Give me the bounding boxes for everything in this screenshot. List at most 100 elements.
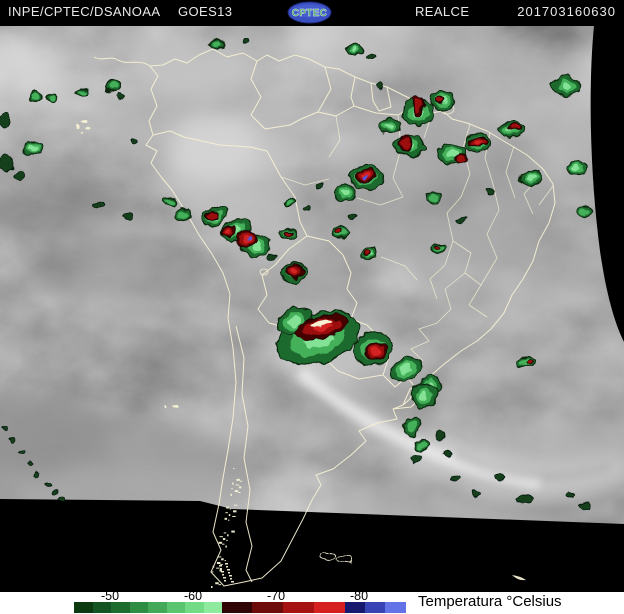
storm-cell (76, 124, 80, 128)
agency-label: INPE/CPTEC/DSA (8, 4, 122, 19)
storm-cell (79, 131, 83, 133)
fjord-speck-layer (211, 468, 243, 588)
scale-tick-label: -80 (349, 589, 369, 603)
storm-cell (93, 201, 105, 209)
scale-color-segment (283, 602, 314, 613)
state-borders (280, 112, 554, 362)
storm-cell (519, 170, 543, 186)
storm-cell (347, 212, 357, 220)
product-label: REALCE (415, 4, 470, 19)
scale-color-segment (111, 602, 130, 613)
storm-cell (14, 171, 26, 181)
storm-cell (242, 37, 252, 45)
storm-cells-layer (0, 37, 594, 511)
storm-cell (434, 244, 440, 250)
storm-cell (283, 197, 297, 207)
scale-color-segment (204, 602, 222, 613)
storm-cell (26, 461, 34, 467)
storm-cell (515, 494, 533, 504)
lake-titicaca (259, 268, 269, 276)
storm-cell (565, 492, 575, 500)
storm-cell (334, 228, 342, 234)
storm-cell (303, 204, 313, 212)
scale-color-segment (74, 602, 93, 613)
storm-cell (435, 96, 445, 104)
scale-color-segment (148, 602, 167, 613)
storm-cell (578, 501, 592, 511)
storm-cell (82, 120, 86, 124)
storm-cell (284, 264, 304, 280)
storm-cell (448, 474, 462, 482)
storm-cell (552, 75, 580, 97)
storm-cell (75, 88, 89, 98)
storm-cell (389, 356, 423, 382)
storm-cell (205, 211, 219, 221)
scale-color-segment (385, 602, 406, 613)
storm-cell (315, 182, 325, 190)
storm-cell (128, 138, 138, 146)
scale-color-segment (185, 602, 204, 613)
noaa-label: NOAA (122, 4, 161, 19)
storm-cell (164, 197, 178, 207)
header-bar: INPE/CPTEC/DSA NOAA GOES13 CPTEC REALCE … (0, 0, 624, 26)
south-georgia-island (512, 575, 526, 581)
scale-tick-label: -70 (266, 589, 286, 603)
satellite-label: GOES13 (178, 4, 233, 19)
scale-title: Temperatura °Celsius (418, 593, 562, 610)
storm-cell (362, 250, 370, 256)
storm-cell (283, 230, 293, 238)
storm-cell (34, 472, 42, 478)
color-scale-bar (74, 602, 406, 613)
storm-cell (471, 490, 481, 498)
storm-cell (379, 117, 401, 135)
storm-cell (0, 113, 11, 129)
storm-cell (58, 496, 66, 502)
storm-cell (456, 215, 468, 223)
storm-cell (424, 191, 442, 205)
coastline (145, 48, 556, 587)
temperature-scale: -50 -60 -70 -80 Temperatura °Celsius (0, 589, 624, 614)
storm-cell (410, 454, 422, 464)
storm-cell (245, 236, 251, 240)
storm-cell (403, 416, 421, 438)
storm-cell (174, 405, 178, 409)
storm-cell (0, 425, 8, 431)
storm-cell (45, 93, 59, 103)
storm-cell (163, 404, 167, 408)
storm-cell (454, 153, 468, 163)
storm-cell (122, 212, 134, 220)
storm-cell (365, 52, 375, 60)
storm-cell (104, 79, 122, 93)
scale-tick-label: -50 (100, 589, 120, 603)
storm-cell (221, 225, 237, 237)
cptec-logo-icon: CPTEC (287, 1, 332, 24)
storm-cell (375, 82, 385, 90)
storm-cell (576, 204, 594, 218)
storm-cell (363, 342, 389, 360)
storm-cell (8, 437, 16, 443)
storm-cell (434, 430, 446, 440)
storm-cell (17, 449, 25, 455)
storm-cell (116, 93, 126, 101)
storm-cell (43, 482, 51, 488)
scale-color-segment (130, 602, 148, 613)
storm-cell (566, 161, 586, 175)
scale-color-segment (365, 602, 385, 613)
border-layer (93, 48, 556, 587)
scale-color-segment (222, 602, 252, 613)
storm-cell (356, 168, 376, 184)
storm-cell (413, 438, 429, 452)
falkland-islands (320, 551, 353, 564)
storm-cell (362, 176, 368, 180)
scan-void-layer (0, 26, 624, 592)
storm-cell (334, 183, 356, 201)
storm-cell (494, 474, 506, 482)
storm-cell (209, 38, 225, 50)
svg-text:CPTEC: CPTEC (292, 8, 327, 19)
scale-tick-label: -60 (183, 589, 203, 603)
storm-cell (266, 253, 276, 261)
storm-cell (410, 383, 438, 409)
storm-cell (527, 359, 533, 365)
storm-cell (486, 187, 496, 195)
